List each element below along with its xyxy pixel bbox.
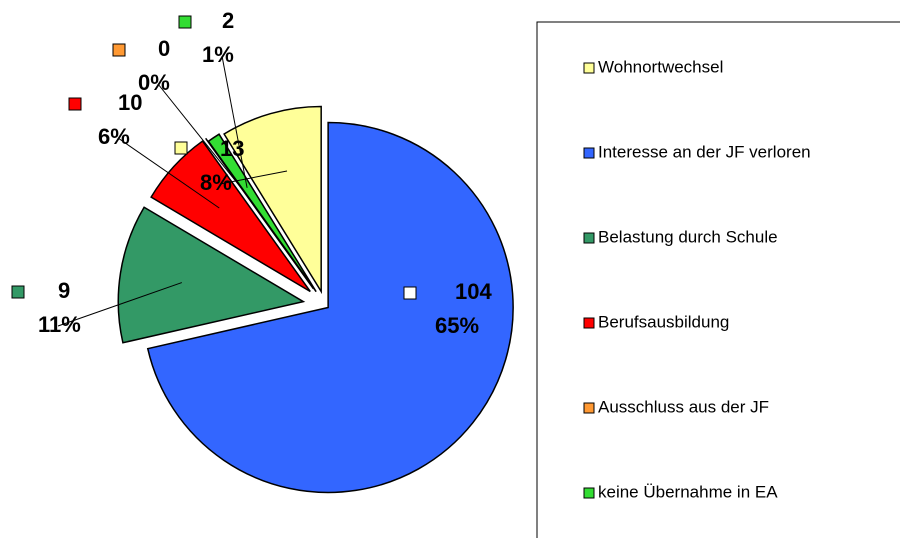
leader-line <box>219 170 288 185</box>
leader-line <box>157 83 242 189</box>
label-marker <box>112 43 126 57</box>
legend-swatch <box>583 147 595 159</box>
label-marker <box>178 15 192 29</box>
legend-label: Wohnortwechsel <box>598 57 723 76</box>
percent-label: 11% <box>38 312 81 337</box>
legend-box <box>536 21 900 538</box>
legend-swatch <box>583 402 595 414</box>
legend-label: Ausschluss aus der JF <box>598 397 769 416</box>
pie-slice <box>150 140 311 293</box>
label-marker <box>68 97 82 111</box>
pie-slice <box>146 121 514 494</box>
pie-slice <box>223 105 322 295</box>
label-marker <box>174 141 188 155</box>
legend-swatch <box>583 487 595 499</box>
leader-line <box>221 55 248 188</box>
legend-label: keine Übernahme in EA <box>598 482 778 501</box>
pie-slice <box>207 133 317 293</box>
percent-label: 1% <box>202 42 234 67</box>
percent-label: 0% <box>138 70 170 95</box>
count-label: 0 <box>158 36 170 61</box>
pie-slice <box>117 206 306 344</box>
count-label: 9 <box>58 278 70 303</box>
legend-swatch <box>583 232 595 244</box>
legend-swatch <box>583 317 595 329</box>
percent-label: 6% <box>98 124 130 149</box>
leader-line <box>57 282 183 327</box>
count-label: 104 <box>455 279 492 304</box>
percent-label: 8% <box>200 170 232 195</box>
legend-label: Interesse an der JF verloren <box>598 142 811 161</box>
label-marker <box>11 285 25 299</box>
leader-line <box>117 137 220 209</box>
legend-label: Belastung durch Schule <box>598 227 778 246</box>
count-label: 2 <box>222 8 234 33</box>
legend-label: Berufsausbildung <box>598 312 729 331</box>
legend-swatch <box>583 62 595 74</box>
count-label: 10 <box>118 90 142 115</box>
label-marker <box>403 286 417 300</box>
count-label: 13 <box>220 136 244 161</box>
percent-label: 65% <box>435 313 479 338</box>
